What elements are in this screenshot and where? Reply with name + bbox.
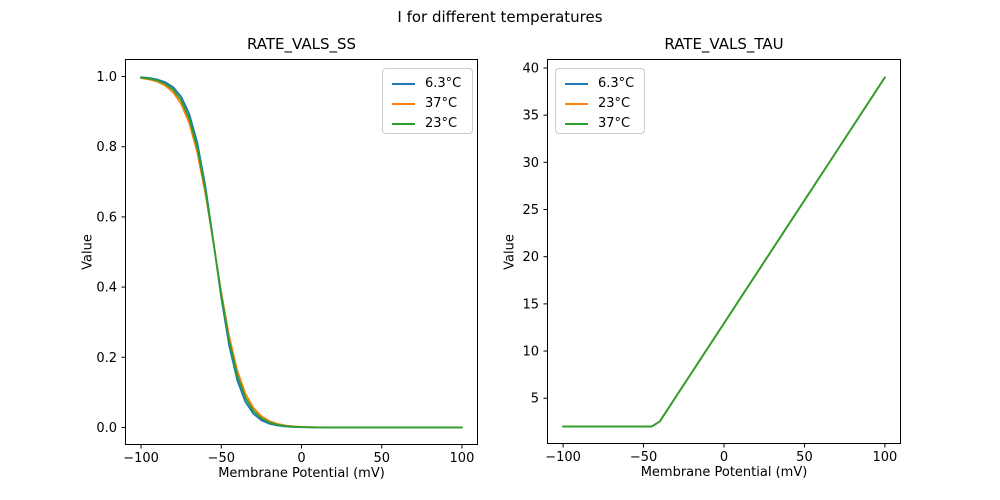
x-tick-label: 0	[720, 450, 728, 465]
legend-label: 23°C	[598, 96, 631, 111]
subplot-ss-plot-area: −100 −50 0 50 100 0.0 0.2 0.4 0.6 0.8 1.0	[96, 59, 478, 466]
subplot-ss-legend: 6.3°C 37°C 23°C	[382, 68, 473, 134]
legend-label: 37°C	[425, 96, 458, 111]
legend-line-sample	[392, 122, 415, 126]
x-tick-label: −100	[545, 450, 581, 465]
legend-label: 23°C	[425, 116, 458, 131]
y-tick-label: 15	[522, 297, 539, 312]
legend-entry: 23°C	[565, 94, 635, 114]
subplot-ss-title: RATE_VALS_SS	[246, 35, 357, 53]
legend-line-sample	[392, 102, 415, 106]
x-tick-label: −50	[630, 450, 657, 465]
subplot-ss-y-axis-label: Value	[80, 234, 96, 270]
subplot-rate-vals-ss: RATE_VALS_SS Value Membrane Potential (m…	[81, 35, 478, 481]
legend-line-sample	[565, 122, 588, 126]
legend-entry: 23°C	[392, 114, 463, 134]
figure-title: I for different temperatures	[397, 8, 603, 26]
subplot-tau-x-axis-label: Membrane Potential (mV)	[640, 465, 808, 480]
y-tick-label: 0.8	[96, 140, 117, 155]
y-tick-label: 20	[522, 250, 539, 265]
y-tick-label: 10	[522, 345, 539, 360]
subplot-tau-legend: 6.3°C 23°C 37°C	[555, 68, 645, 134]
y-tick-label: 30	[522, 156, 539, 171]
y-tick-label: 25	[522, 203, 539, 218]
subplot-rate-vals-tau: RATE_VALS_TAU Value Membrane Potential (…	[503, 35, 901, 480]
legend-entry: 37°C	[392, 94, 463, 114]
x-tick-label: −100	[123, 451, 159, 466]
x-tick-label: 100	[872, 450, 897, 465]
x-tick-label: 50	[373, 451, 390, 466]
x-tick-label: 100	[450, 451, 475, 466]
y-tick-label: 0.0	[96, 421, 117, 436]
legend-entry: 6.3°C	[392, 74, 463, 94]
y-tick-label: 35	[522, 109, 539, 124]
legend-line-sample	[565, 82, 588, 86]
subplot-tau-title: RATE_VALS_TAU	[664, 35, 784, 53]
series-line	[562, 76, 886, 428]
subplot-ss-x-axis-label: Membrane Potential (mV)	[218, 466, 385, 481]
x-tick-label: 50	[796, 450, 813, 465]
y-tick-label: 5	[531, 392, 539, 407]
subplot-tau-plot-area: −100 −50 0 50 100 5 10 15 20 25 30 35 40	[522, 59, 901, 465]
legend-line-sample	[392, 82, 415, 86]
legend-label: 37°C	[598, 116, 631, 131]
y-tick-label: 40	[522, 61, 539, 76]
legend-entry: 6.3°C	[565, 74, 635, 94]
y-tick-label: 0.6	[96, 210, 117, 225]
y-tick-label: 0.4	[96, 281, 117, 296]
legend-label: 6.3°C	[598, 76, 635, 91]
subplot-tau-y-axis-label: Value	[502, 233, 518, 270]
legend-entry: 37°C	[565, 114, 635, 134]
axes-spines	[547, 59, 901, 444]
legend-line-sample	[565, 102, 588, 106]
x-tick-label: −50	[208, 451, 235, 466]
legend-label: 6.3°C	[425, 76, 462, 91]
axes-spines	[125, 59, 478, 445]
y-tick-label: 0.2	[96, 351, 117, 366]
series-line	[140, 76, 463, 429]
y-tick-label: 1.0	[96, 70, 117, 85]
x-tick-label: 0	[297, 451, 305, 466]
